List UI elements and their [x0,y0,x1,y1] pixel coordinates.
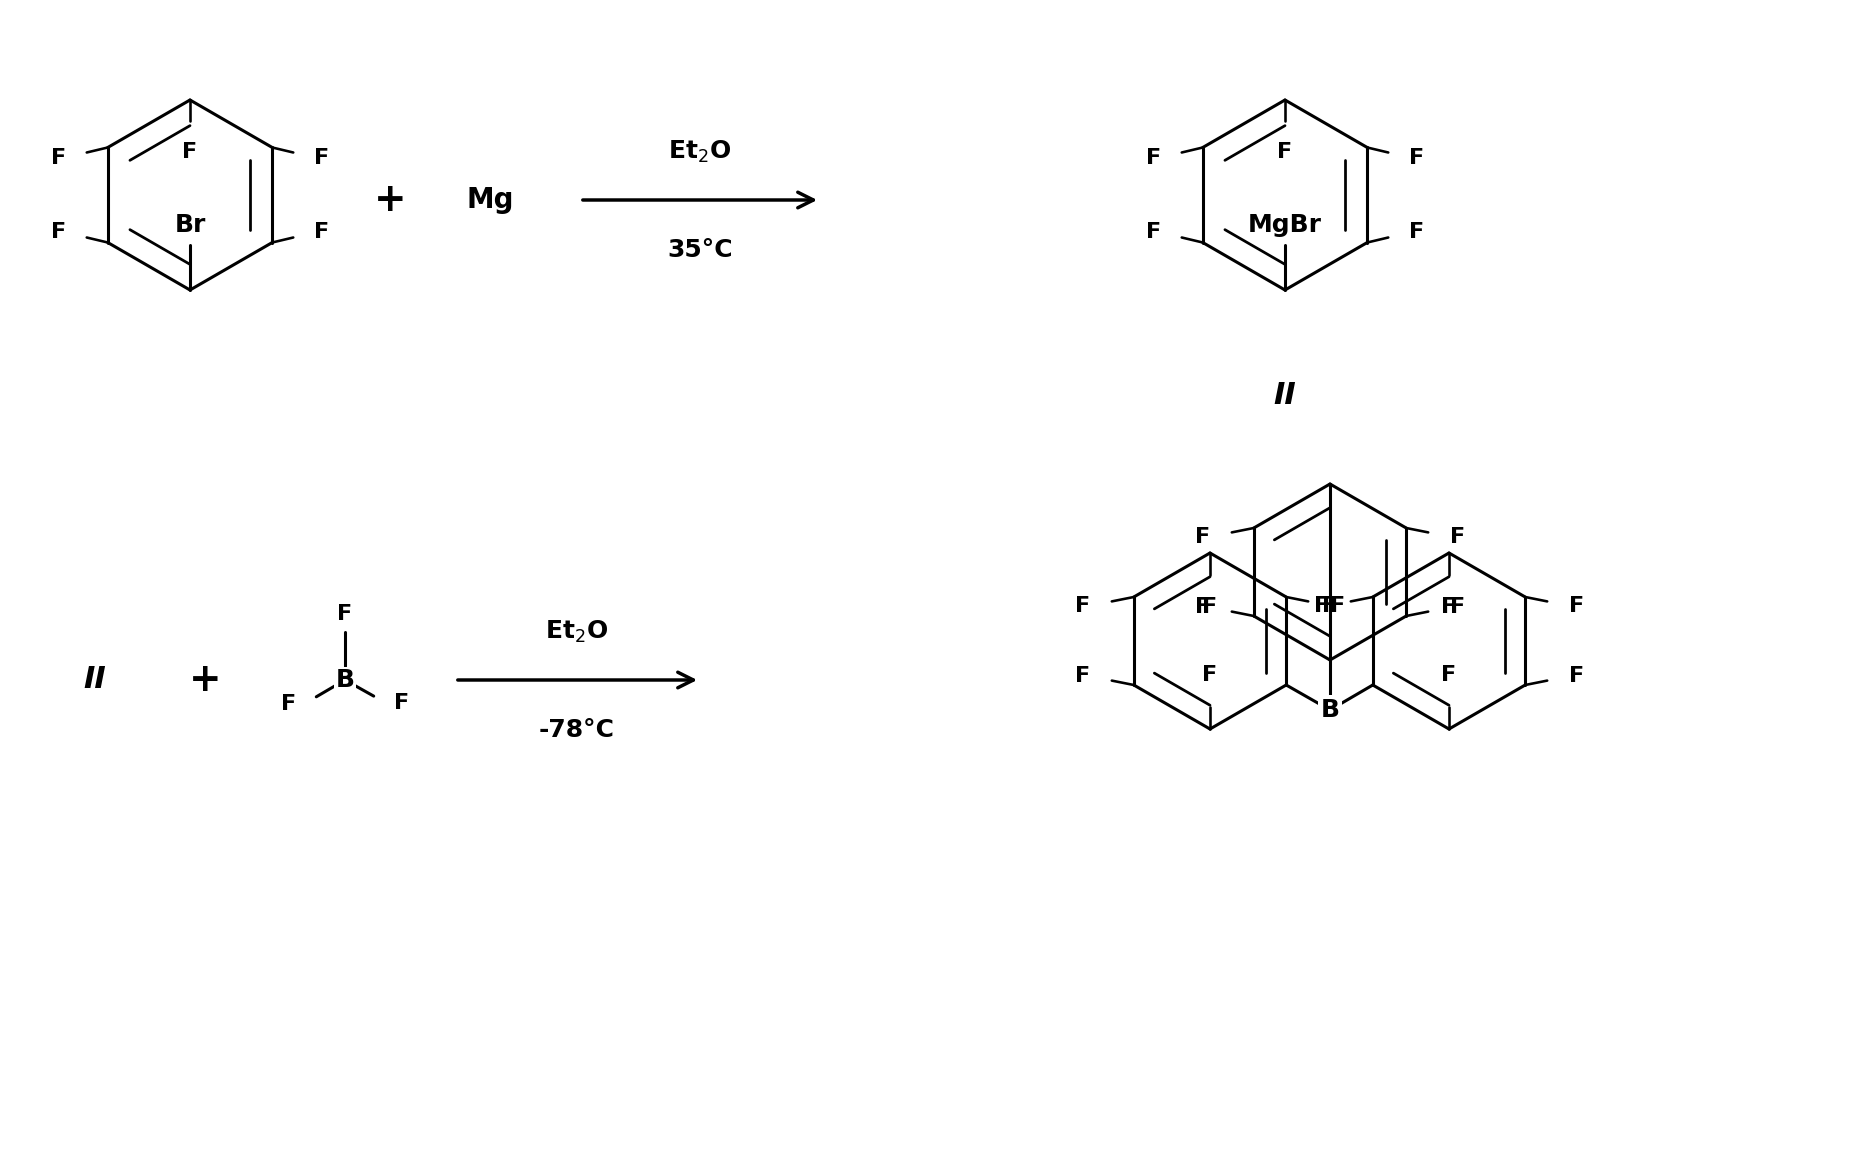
Text: F: F [1441,596,1456,617]
Text: F: F [1203,596,1218,617]
Text: F: F [1196,527,1211,547]
Text: F: F [395,692,410,713]
Text: +: + [374,181,406,218]
Text: F: F [1450,598,1465,617]
Text: Mg: Mg [466,186,515,214]
Text: F: F [1570,666,1585,687]
Text: F: F [1145,148,1160,168]
Text: MgBr: MgBr [1248,213,1323,237]
Text: B: B [1321,698,1340,722]
Text: F: F [1313,595,1328,616]
Text: Br: Br [174,213,206,237]
Text: -78°C: -78°C [539,718,616,742]
Text: F: F [314,148,329,168]
Text: F: F [1441,665,1456,686]
Text: F: F [51,222,65,243]
Text: 35°C: 35°C [668,238,733,262]
Text: F: F [1203,665,1218,686]
Text: F: F [51,148,65,168]
Text: F: F [337,603,352,624]
Text: F: F [1570,595,1585,616]
Text: Et$_2$O: Et$_2$O [668,139,732,165]
Text: F: F [281,694,296,714]
Text: F: F [1330,595,1345,616]
Text: II: II [1274,380,1297,409]
Text: II: II [84,666,107,695]
Text: F: F [1409,222,1424,243]
Text: F: F [1323,596,1338,616]
Text: F: F [183,142,198,162]
Text: F: F [1196,598,1211,617]
Text: F: F [1074,595,1089,616]
Text: F: F [1450,527,1465,547]
Text: Et$_2$O: Et$_2$O [546,618,608,645]
Text: F: F [1145,222,1160,243]
Text: F: F [1409,148,1424,168]
Text: F: F [1074,666,1089,687]
Text: F: F [1278,142,1293,162]
Text: +: + [189,661,221,699]
Text: B: B [335,668,354,692]
Text: F: F [314,222,329,243]
